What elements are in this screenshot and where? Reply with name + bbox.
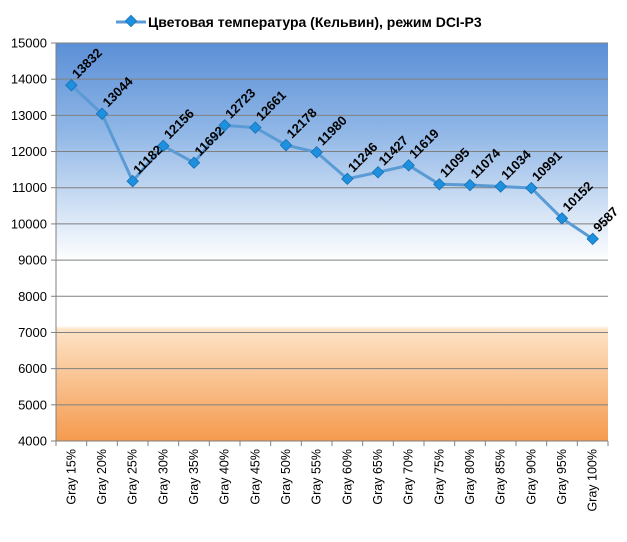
data-point [494, 180, 507, 193]
y-tick-label: 11000 [12, 180, 47, 195]
x-tick-label: Gray 75% [432, 449, 446, 505]
data-point [341, 172, 354, 186]
data-point [65, 79, 78, 92]
x-tick-label: Gray 20% [95, 449, 109, 505]
x-tick-label: Gray 30% [156, 449, 170, 505]
y-tick-label: 12000 [11, 144, 47, 159]
x-tick-label: Gray 45% [248, 449, 262, 505]
data-point [371, 166, 385, 179]
y-tick-label: 8000 [18, 289, 47, 304]
x-tick-label: Gray 65% [371, 449, 385, 505]
data-point [249, 121, 262, 134]
x-tick-label: Gray 70% [402, 449, 416, 505]
data-point [402, 159, 415, 172]
data-point [310, 146, 323, 159]
x-tick-label: Gray 40% [218, 449, 232, 505]
x-tick-label: Gray 50% [279, 449, 293, 505]
data-point [433, 178, 446, 191]
x-tick-label: Gray 85% [494, 449, 508, 505]
y-tick-label: 5000 [18, 397, 47, 412]
x-tick-label: Gray 80% [463, 449, 477, 505]
y-tick-label: 4000 [18, 434, 47, 449]
legend-entry: Цветовая температура (Кельвин), режим DC… [148, 14, 482, 30]
x-tick-label: Gray 100% [586, 449, 600, 512]
y-tick-label: 10000 [11, 216, 47, 231]
x-tick-label: Gray 35% [187, 449, 201, 505]
gridlines [56, 42, 608, 442]
data-point [525, 181, 538, 195]
data-point [95, 107, 109, 120]
y-tick-label: 13000 [11, 108, 47, 123]
legend-marker [124, 14, 138, 28]
data-point [157, 139, 170, 153]
plot-area [56, 43, 608, 441]
y-tick-label: 7000 [18, 325, 47, 340]
x-axis: Gray 15% Gray 20% Gray 25% Gray 30% Gray 35%… [55, 440, 609, 512]
data-point [218, 119, 231, 132]
series-line [65, 79, 599, 246]
x-tick-label: Gray 25% [126, 449, 140, 505]
legend: Цветовая температура (Кельвин), режим DC… [116, 14, 482, 30]
data-point [187, 156, 201, 169]
x-tick-label: Gray 95% [555, 449, 569, 505]
x-tick-label: Gray 60% [340, 449, 354, 505]
y-tick-label: 15000 [11, 36, 47, 51]
x-tick-label: Gray 15% [64, 449, 78, 505]
data-point [463, 178, 477, 192]
y-tick-label: 9000 [18, 253, 47, 268]
y-axis: 4000 5000 6000 7000 8000 9000 10000 11000 12000 1… [11, 36, 57, 449]
data-point [586, 232, 599, 246]
x-tick-label: Gray 55% [310, 449, 324, 505]
data-point [279, 138, 293, 152]
data-point [555, 212, 569, 225]
y-tick-label: 6000 [18, 361, 47, 376]
x-tick-label: Gray 90% [524, 449, 538, 505]
y-tick-label: 14000 [11, 72, 47, 87]
data-point [126, 174, 139, 188]
